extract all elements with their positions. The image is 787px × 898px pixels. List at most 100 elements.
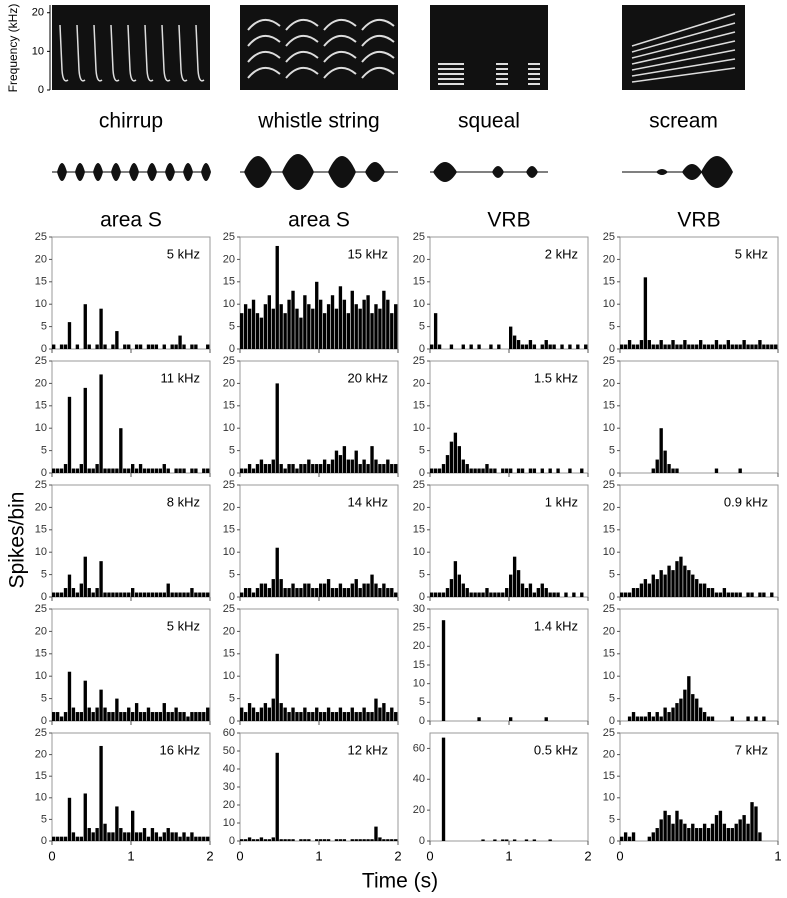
bar xyxy=(131,464,135,473)
y-tick-label: 10 xyxy=(413,298,425,310)
bar xyxy=(730,592,734,597)
frequency-label: 0.9 kHz xyxy=(724,494,768,509)
bar xyxy=(279,703,283,721)
bar xyxy=(342,588,347,597)
bar xyxy=(386,588,390,597)
bar xyxy=(667,815,671,841)
bar xyxy=(279,304,283,349)
bar xyxy=(671,570,675,597)
bar xyxy=(639,340,644,349)
bar xyxy=(63,464,68,473)
waveform-burst xyxy=(93,163,103,181)
bar xyxy=(55,468,60,473)
bar xyxy=(430,468,434,473)
bar xyxy=(127,832,131,841)
bar xyxy=(291,464,295,473)
bar xyxy=(465,588,469,597)
bar xyxy=(303,707,307,721)
bar xyxy=(461,459,465,473)
bar xyxy=(307,712,311,721)
bar xyxy=(111,468,115,473)
bar xyxy=(378,837,382,841)
y-tick-label: 25 xyxy=(413,231,425,243)
bar xyxy=(190,832,194,841)
bar xyxy=(441,592,446,597)
y-tick-label: 5 xyxy=(609,445,615,457)
bar xyxy=(182,468,186,473)
bar xyxy=(150,592,155,597)
bar xyxy=(91,468,95,473)
bar xyxy=(695,579,699,597)
bar xyxy=(675,810,679,841)
bar xyxy=(83,556,87,597)
spectrogram-streak xyxy=(195,24,205,82)
bar xyxy=(103,592,107,597)
frequency-label: 15 kHz xyxy=(348,246,388,261)
bar xyxy=(259,707,264,721)
bar xyxy=(528,468,533,473)
bar xyxy=(174,832,178,841)
bar xyxy=(75,468,80,473)
bar xyxy=(59,344,64,349)
bar xyxy=(750,802,754,841)
bar xyxy=(544,340,548,349)
bar xyxy=(512,335,517,349)
frequency-label: 14 kHz xyxy=(348,494,388,509)
bar xyxy=(643,277,648,349)
y-tick-label: 5 xyxy=(419,569,425,581)
bar xyxy=(75,712,80,721)
bar xyxy=(497,592,501,597)
bar xyxy=(255,464,260,473)
bar xyxy=(150,344,155,349)
bar xyxy=(770,344,774,349)
bar xyxy=(362,459,366,473)
bar xyxy=(710,588,715,597)
bar xyxy=(166,712,170,721)
area-name: VRB xyxy=(487,209,530,232)
bar xyxy=(647,712,651,721)
bar xyxy=(322,459,327,473)
bar xyxy=(342,712,347,721)
y-tick-label: 20 xyxy=(35,377,47,389)
bar xyxy=(378,308,382,349)
bar xyxy=(115,331,119,349)
bar xyxy=(338,707,343,721)
bar xyxy=(142,592,147,597)
bar xyxy=(374,826,378,841)
bar xyxy=(52,592,56,597)
bar xyxy=(667,565,671,597)
bar xyxy=(699,583,703,597)
bar xyxy=(441,620,446,721)
y-tick-label: 30 xyxy=(223,781,235,793)
bar xyxy=(291,707,295,721)
bar xyxy=(524,344,529,349)
bar xyxy=(59,468,64,473)
bar xyxy=(83,680,87,721)
y-tick-label: 10 xyxy=(223,422,235,434)
bar xyxy=(295,468,299,473)
spectrogram-harmonic xyxy=(631,22,736,53)
bar xyxy=(127,592,131,597)
bar xyxy=(687,828,691,841)
bar xyxy=(87,468,91,473)
bar xyxy=(255,712,260,721)
bar xyxy=(710,716,715,721)
spectrogram-arc xyxy=(323,19,357,31)
bar xyxy=(774,344,778,349)
bar xyxy=(79,464,83,473)
bar xyxy=(52,344,56,349)
y-tick-label: 0 xyxy=(229,835,235,847)
y-tick-label: 15 xyxy=(413,524,425,536)
bar xyxy=(99,745,103,841)
bar xyxy=(449,441,454,473)
bar xyxy=(134,832,139,841)
bar xyxy=(182,832,186,841)
bar xyxy=(99,374,103,473)
bar xyxy=(485,464,489,473)
bar xyxy=(194,344,198,349)
y-tick-label: 20 xyxy=(35,253,47,265)
bar xyxy=(639,716,644,721)
y-tick-label: 0 xyxy=(229,591,235,603)
bar xyxy=(142,468,147,473)
bar xyxy=(259,317,264,349)
